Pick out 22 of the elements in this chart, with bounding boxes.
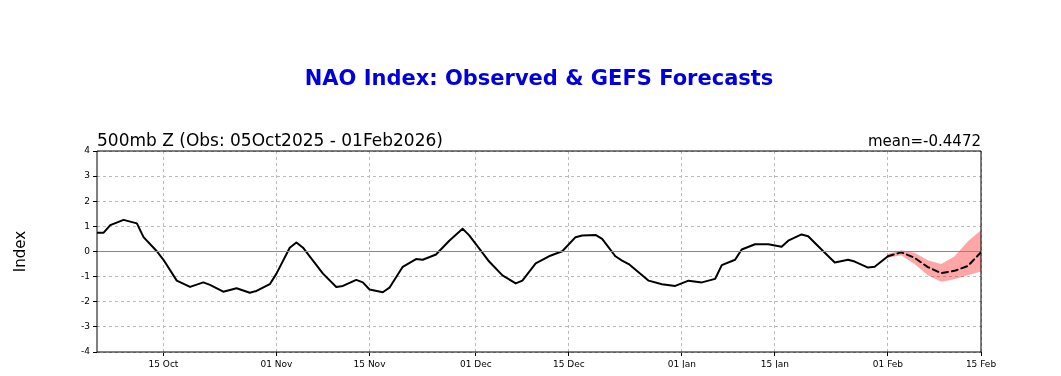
x-tick-label: 15 Nov (353, 358, 387, 369)
y-axis-title: Index (10, 230, 29, 273)
y-tick-label: 2 (84, 195, 90, 206)
x-tick-label: 15 Jan (760, 358, 790, 369)
y-tick-label: -4 (81, 346, 91, 357)
x-tick-label: 01 Nov (260, 358, 294, 369)
y-tick-label: -1 (81, 270, 90, 281)
y-tick-label: -2 (81, 296, 90, 307)
x-tick-label: 15 Dec (553, 358, 585, 369)
y-tick-label: 3 (84, 170, 90, 181)
x-tick-label: 01 Feb (872, 358, 904, 369)
text: mean=-0.4472 (867, 132, 981, 150)
x-tick-label: 01 Jan (667, 358, 696, 369)
x-tick-label: 15 Oct (148, 358, 179, 369)
y-tick-label: 1 (84, 220, 90, 231)
chart-subtitle: 500mb Z (Obs: 05Oct2025 - 01Feb2026) (97, 130, 443, 150)
y-tick-label: 4 (84, 145, 91, 156)
x-tick-label: 15 Feb (965, 358, 997, 369)
y-tick-label: -3 (81, 321, 90, 332)
x-tick-label: 01 Dec (459, 358, 492, 369)
chart-title: NAO Index: Observed & GEFS Forecasts (304, 66, 774, 90)
y-tick-label: 0 (84, 245, 91, 256)
